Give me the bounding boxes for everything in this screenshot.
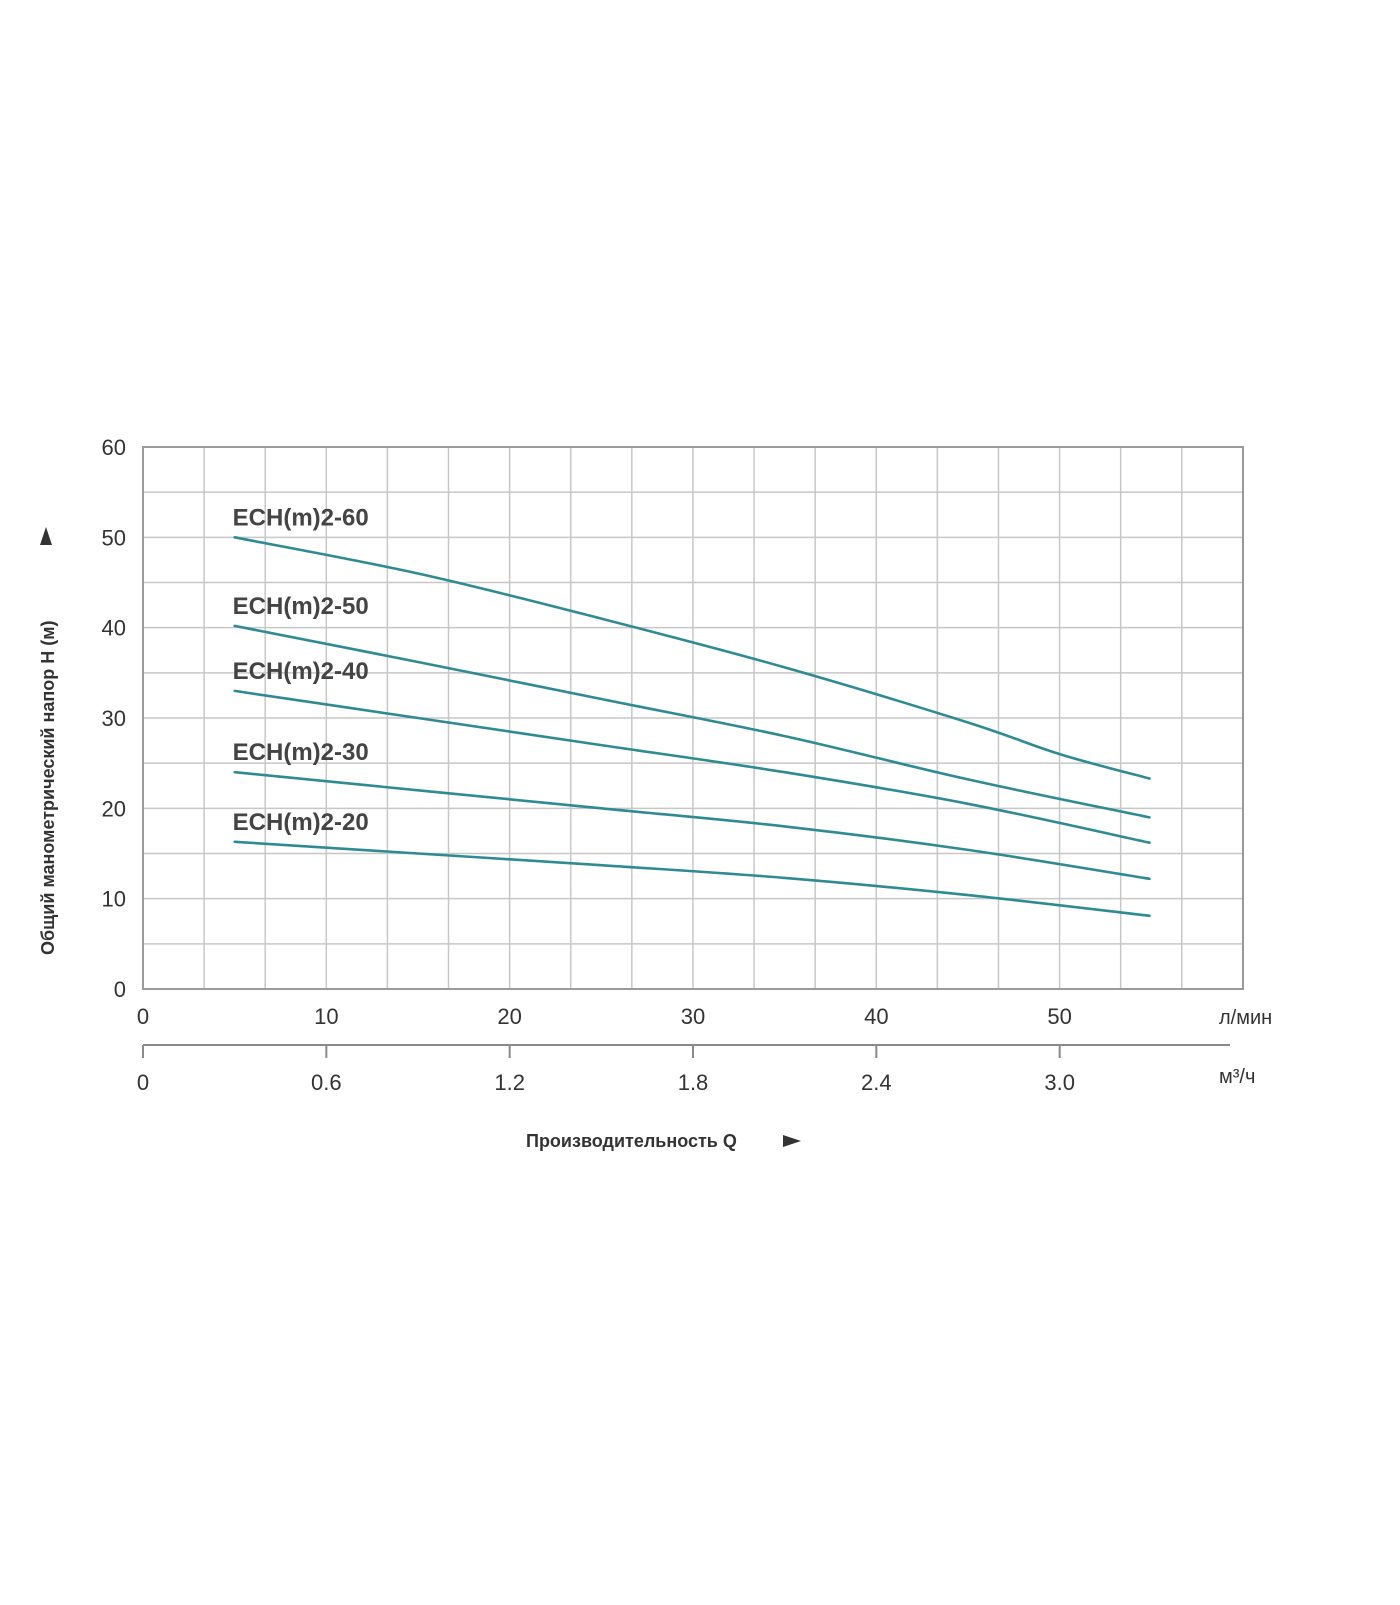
x-axis-title-group: Производительность Q xyxy=(526,1131,801,1151)
x-tick-label-secondary: 0.6 xyxy=(311,1070,342,1095)
y-tick-label: 60 xyxy=(102,435,126,460)
x-tick-label-primary: 20 xyxy=(497,1004,521,1029)
x-tick-label-primary: 50 xyxy=(1047,1004,1071,1029)
y-tick-label: 30 xyxy=(102,706,126,731)
series-line xyxy=(233,689,1151,844)
y-tick-label: 10 xyxy=(102,887,126,912)
series-labels: ECH(m)2-60 ECH(m)2-50 ECH(m)2-40 ECH(m)2-30… xyxy=(233,504,369,835)
y-tick-label: 40 xyxy=(102,616,126,641)
series-label: ECH(m)2-60 xyxy=(233,504,369,531)
y-axis-ticks: 0 10 20 30 40 50 60 xyxy=(102,435,126,1002)
x-tick-label-secondary: 0 xyxy=(137,1070,149,1095)
series-label: ECH(m)2-40 xyxy=(233,658,369,685)
x-axis-title: Производительность Q xyxy=(526,1131,737,1151)
series-line xyxy=(233,770,1151,881)
x-tick-label-primary: 0 xyxy=(137,1004,149,1029)
x-axis-ticks-primary: 0 10 20 30 40 50 xyxy=(137,1004,1072,1029)
arrow-up-icon xyxy=(40,527,52,545)
y-tick-label: 50 xyxy=(102,525,126,550)
series-line xyxy=(233,840,1151,918)
series-line xyxy=(233,536,1151,780)
y-axis-title: Общий манометрический напор H (м) xyxy=(38,620,58,955)
series-label: ECH(m)2-50 xyxy=(233,593,369,620)
curves xyxy=(233,536,1151,918)
x-tick-label-primary: 40 xyxy=(864,1004,888,1029)
series-label: ECH(m)2-20 xyxy=(233,809,369,836)
x-axis-ticks-secondary: 0 0.6 1.2 1.8 2.4 3.0 xyxy=(137,1070,1075,1095)
x-tick-label-secondary: 1.2 xyxy=(494,1070,525,1095)
x-unit-primary: л/мин xyxy=(1219,1007,1272,1029)
x-tick-label-primary: 10 xyxy=(314,1004,338,1029)
series-label: ECH(m)2-30 xyxy=(233,739,369,766)
x-tick-label-secondary: 1.8 xyxy=(678,1070,709,1095)
plot-frame xyxy=(142,446,1244,990)
x-tick-label-secondary: 2.4 xyxy=(861,1070,892,1095)
x-tick-label-primary: 30 xyxy=(681,1004,705,1029)
series-line xyxy=(233,624,1151,819)
x-tick-label-secondary: 3.0 xyxy=(1044,1070,1075,1095)
y-axis-title-group: Общий манометрический напор H (м) xyxy=(38,527,58,955)
y-tick-label: 20 xyxy=(102,796,126,821)
x-unit-secondary: м³/ч xyxy=(1219,1066,1255,1088)
x-axis-secondary xyxy=(142,1044,1230,1058)
arrow-right-icon xyxy=(783,1135,801,1147)
y-tick-label: 0 xyxy=(114,977,126,1002)
